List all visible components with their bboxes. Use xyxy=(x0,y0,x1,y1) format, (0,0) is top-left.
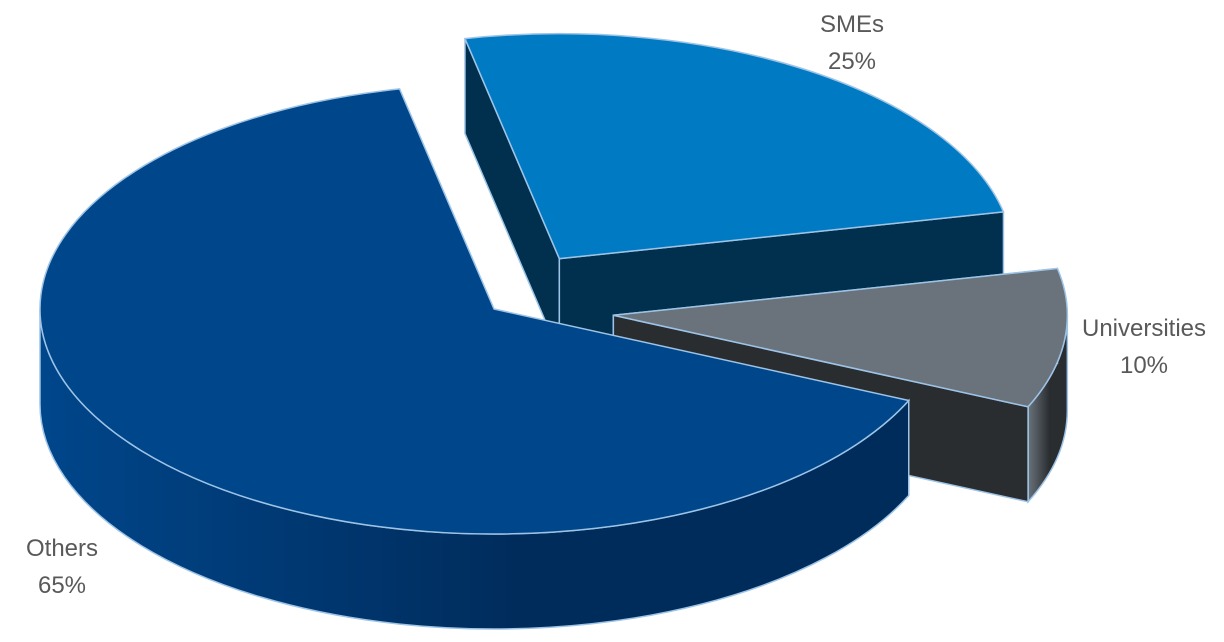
slice-top-smes xyxy=(463,32,1005,260)
slice-value-smes: 25% xyxy=(828,48,876,75)
slice-label-smes: SMEs xyxy=(820,11,884,38)
slice-label-others: Others xyxy=(26,535,98,562)
slice-tops xyxy=(39,32,1069,535)
slice-labels: SMEs 25% Universities 10% Others 65% xyxy=(26,11,1206,599)
slice-label-universities: Universities xyxy=(1082,315,1206,342)
slice-top-others xyxy=(39,88,911,535)
slice-value-others: 65% xyxy=(38,572,86,599)
slice-value-universities: 10% xyxy=(1120,352,1168,379)
slice-top-universities xyxy=(613,267,1069,408)
